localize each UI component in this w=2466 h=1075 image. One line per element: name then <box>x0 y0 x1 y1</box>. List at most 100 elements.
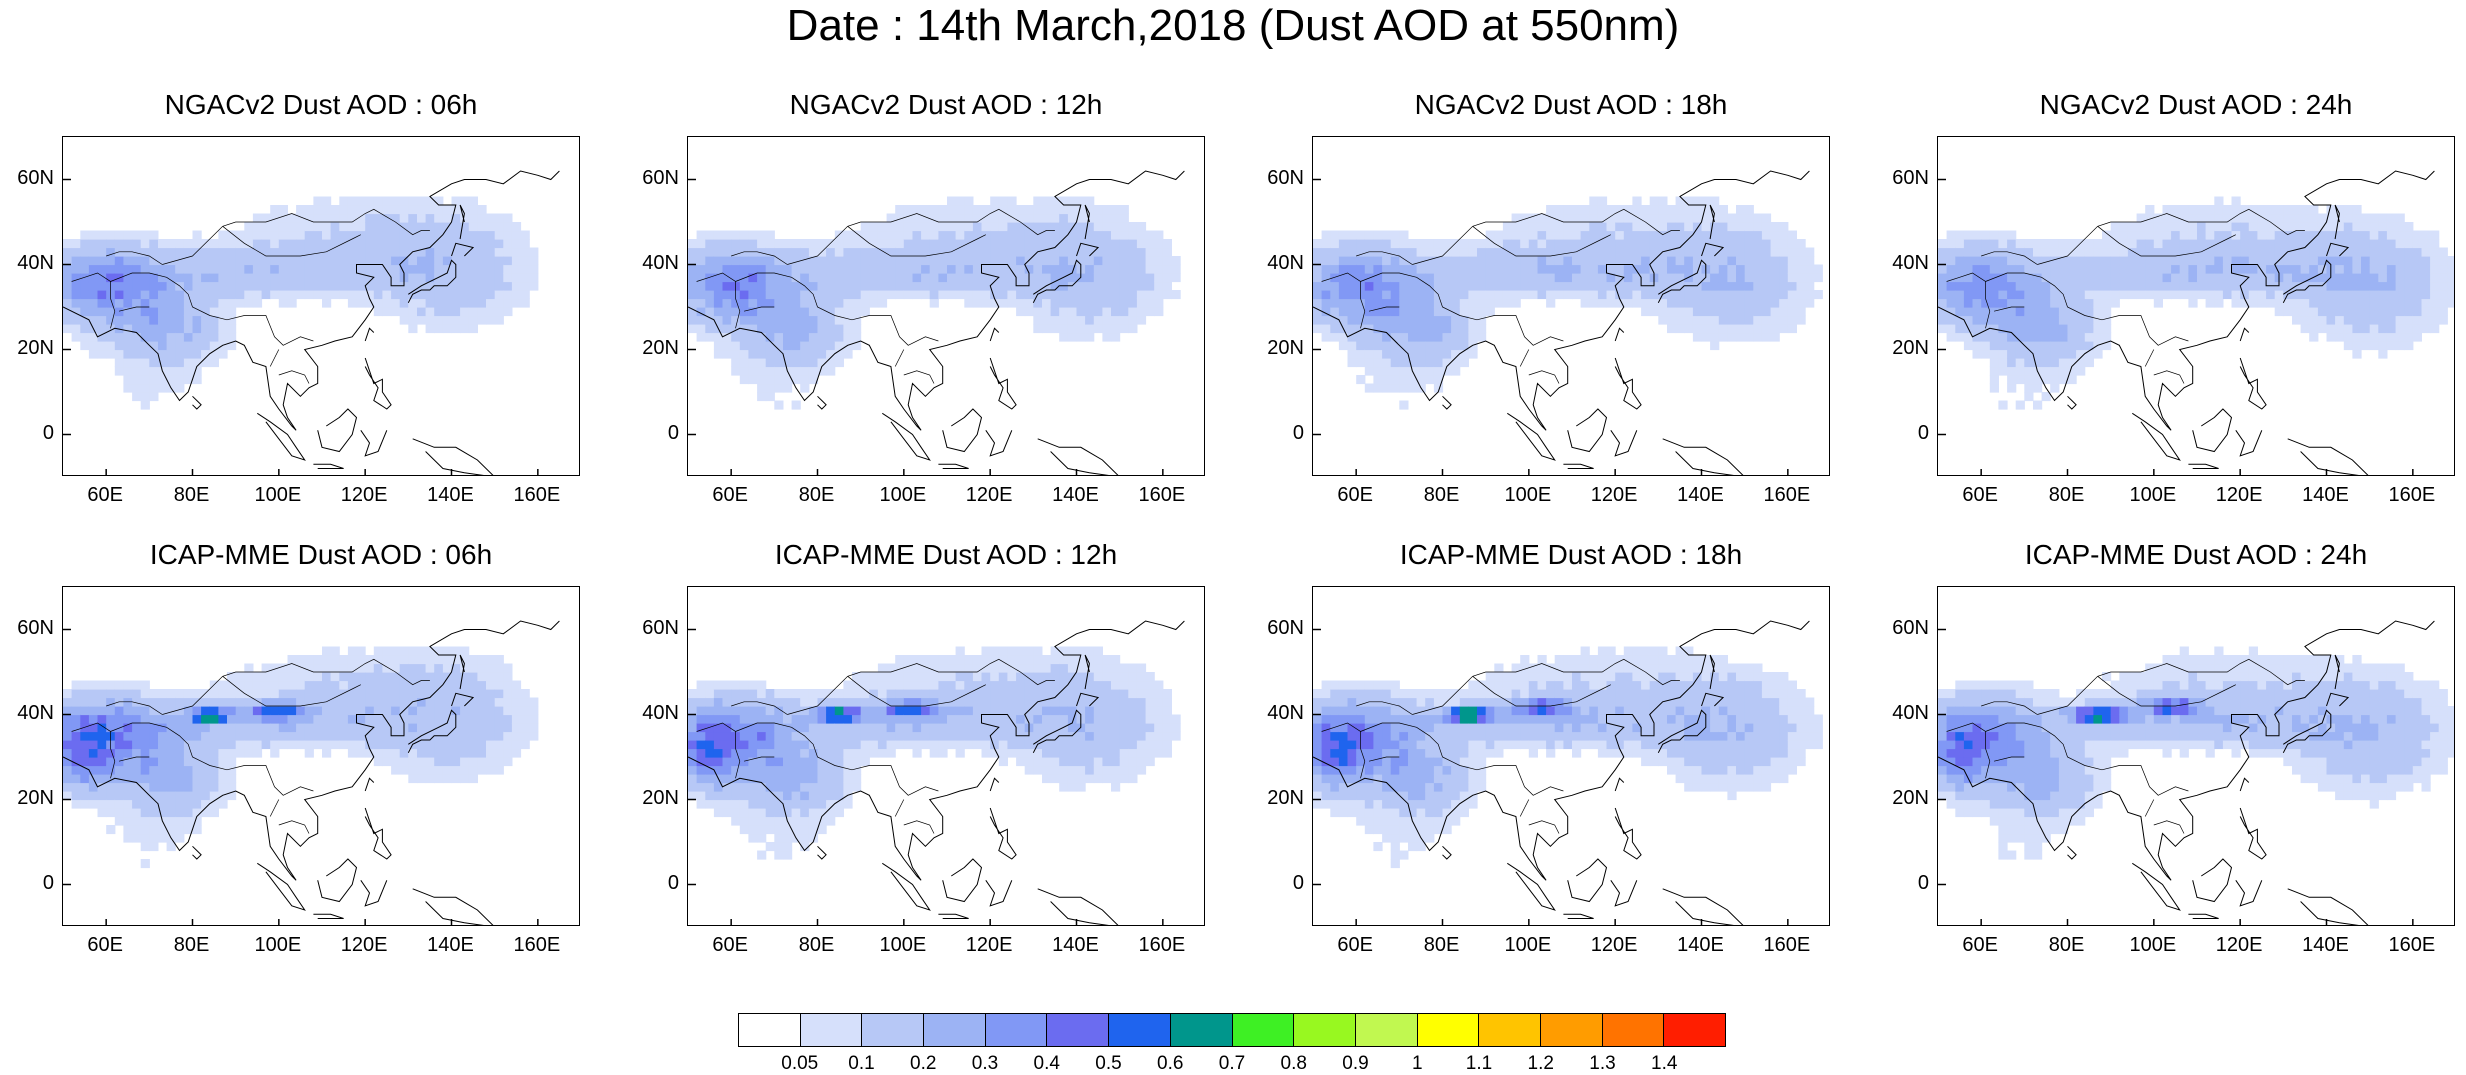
aod-cell <box>1120 766 1129 775</box>
aod-cell <box>1589 290 1598 299</box>
aod-cell <box>374 265 383 274</box>
aod-cell <box>2197 231 2206 240</box>
aod-cell <box>2309 324 2318 333</box>
aod-cell <box>115 341 124 350</box>
aod-cell <box>89 681 98 690</box>
aod-cell <box>365 698 374 707</box>
aod-cell <box>1102 282 1111 291</box>
aod-cell <box>227 265 236 274</box>
aod-cell <box>748 239 757 248</box>
aod-cell <box>1094 732 1103 741</box>
aod-cell <box>826 282 835 291</box>
aod-cell <box>1753 265 1762 274</box>
aod-cell <box>1102 222 1111 231</box>
aod-cell <box>2318 290 2327 299</box>
aod-cell <box>1719 205 1728 214</box>
aod-cell <box>1434 282 1443 291</box>
lon-label: 60E <box>1325 484 1385 507</box>
aod-cell <box>748 689 757 698</box>
aod-cell <box>904 689 913 698</box>
aod-cell <box>460 740 469 749</box>
aod-cell <box>348 290 357 299</box>
aod-cell <box>1339 256 1348 265</box>
aod-cell <box>2249 239 2258 248</box>
aod-cell <box>417 723 426 732</box>
aod-cell <box>2370 290 2379 299</box>
aod-cell <box>2447 256 2455 265</box>
aod-cell <box>999 248 1008 257</box>
aod-cell <box>400 307 409 316</box>
aod-cell <box>98 231 107 240</box>
aod-cell <box>339 265 348 274</box>
aod-cell <box>357 698 366 707</box>
aod-cell <box>503 222 512 231</box>
aod-cell <box>2352 248 2361 257</box>
aod-cell <box>322 205 331 214</box>
aod-cell <box>748 256 757 265</box>
aod-cell <box>2111 222 2120 231</box>
aod-cell <box>2206 222 2215 231</box>
aod-cell <box>270 248 279 257</box>
aod-cell <box>1033 324 1042 333</box>
aod-cell <box>434 698 443 707</box>
aod-cell <box>1051 655 1060 664</box>
aod-cell <box>2292 299 2301 308</box>
aod-cell <box>774 800 783 809</box>
aod-cell <box>374 732 383 741</box>
aod-cell <box>115 783 124 792</box>
aod-cell <box>270 222 279 231</box>
aod-cell <box>495 749 504 758</box>
aod-cell <box>106 256 115 265</box>
aod-cell <box>322 740 331 749</box>
aod-cell <box>2413 265 2422 274</box>
aod-cell <box>973 698 982 707</box>
aod-cell <box>1546 299 1555 308</box>
aod-cell <box>210 774 219 783</box>
aod-cell <box>236 256 245 265</box>
aod-cell <box>1581 282 1590 291</box>
aod-cell <box>158 791 167 800</box>
aod-cell <box>1797 299 1806 308</box>
aod-cell <box>262 698 271 707</box>
aod-cell <box>2309 265 2318 274</box>
aod-cell <box>757 706 766 715</box>
aod-cell <box>697 265 706 274</box>
aod-cell <box>1460 358 1469 367</box>
aod-cell <box>288 732 297 741</box>
aod-cell <box>861 299 870 308</box>
aod-cell <box>774 783 783 792</box>
aod-cell <box>106 715 115 724</box>
aod-cell <box>688 282 697 291</box>
aod-cell <box>305 706 314 715</box>
aod-cell <box>731 256 740 265</box>
aod-cell <box>1425 316 1434 325</box>
aod-cell <box>1667 299 1676 308</box>
aod-cell <box>477 231 486 240</box>
aod-cell <box>1702 307 1711 316</box>
aod-cell <box>792 358 801 367</box>
aod-cell <box>1938 265 1947 274</box>
aod-cell <box>1503 222 1512 231</box>
aod-cell <box>1077 205 1086 214</box>
aod-cell <box>262 231 271 240</box>
aod-cell <box>2033 401 2042 410</box>
aod-cell <box>339 231 348 240</box>
aod-cell <box>1382 384 1391 393</box>
aod-cell <box>1658 222 1667 231</box>
aod-cell <box>132 350 141 359</box>
aod-cell <box>1779 222 1788 231</box>
aod-cell <box>106 689 115 698</box>
aod-cell <box>2102 316 2111 325</box>
aod-cell <box>227 749 236 758</box>
aod-cell <box>1042 766 1051 775</box>
aod-cell <box>1163 239 1172 248</box>
aod-cell <box>2318 248 2327 257</box>
aod-cell <box>1981 350 1990 359</box>
aod-cell <box>313 239 322 248</box>
aod-cell <box>2163 265 2172 274</box>
aod-cell <box>503 239 512 248</box>
aod-cell <box>688 766 697 775</box>
aod-cell <box>115 239 124 248</box>
aod-cell <box>1025 698 1034 707</box>
aod-cell <box>904 256 913 265</box>
